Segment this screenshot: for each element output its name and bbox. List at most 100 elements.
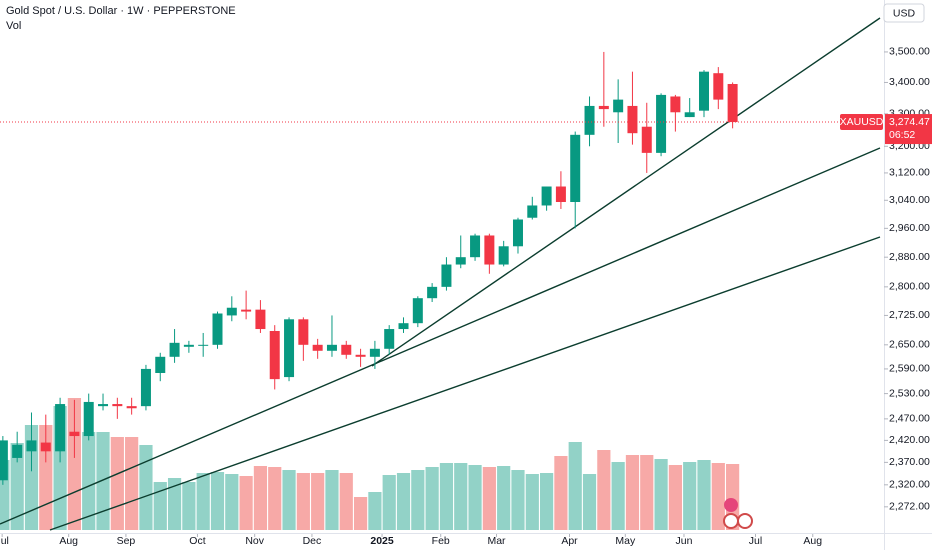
candle-body (613, 99, 624, 113)
x-tick-label: Mar (487, 535, 506, 547)
volume-bar (482, 467, 496, 530)
volume-bar (196, 473, 210, 530)
y-tick-label: 2,960.00 (889, 222, 930, 234)
x-tick-label: Dec (303, 535, 322, 547)
chart-title: Gold Spot / U.S. Dollar · 1W · PEPPERSTO… (6, 5, 236, 17)
volume-bar (497, 466, 511, 530)
countdown-label: 06:52 (889, 129, 915, 141)
candle-body (83, 401, 94, 437)
volume-bar (325, 470, 339, 530)
volume-label: Vol (6, 20, 21, 32)
volume-bar (0, 460, 10, 530)
volume-bar (96, 432, 110, 530)
volume-bar (139, 445, 153, 530)
candle-body (699, 71, 709, 111)
candle-body (69, 431, 80, 437)
candle-body (455, 257, 466, 265)
volume-bar (683, 462, 697, 530)
candle-body (484, 235, 495, 265)
volume-bar (439, 463, 454, 530)
volume-bar (411, 470, 425, 530)
candle-body (498, 246, 509, 265)
candle-body (198, 344, 209, 346)
y-tick-label: 2,530.00 (889, 387, 930, 399)
candle-body (341, 344, 352, 355)
volume-bar (582, 474, 597, 530)
candle-body (284, 319, 295, 378)
volume-bar (353, 497, 368, 530)
candle-body (169, 342, 180, 357)
x-tick-label: Aug (59, 535, 78, 547)
candle-body (12, 444, 23, 458)
x-tick-label: Oct (189, 535, 205, 547)
event-icon (724, 498, 738, 512)
volume-bar (511, 470, 525, 530)
volume-bar (468, 465, 482, 530)
candle-body (527, 205, 538, 218)
volume-bar (239, 476, 253, 530)
x-tick-label: 2025 (370, 535, 394, 547)
y-tick-label: 2,650.00 (889, 339, 930, 351)
volume-bar (568, 442, 582, 530)
candle-body (684, 112, 695, 118)
candle-body (355, 354, 366, 357)
trend-lines (0, 17, 881, 531)
candle-body (0, 440, 8, 481)
y-tick-label: 2,320.00 (889, 479, 930, 491)
axes: 3,500.003,400.003,300.003,200.003,120.00… (0, 46, 932, 547)
y-tick-label: 2,470.00 (889, 413, 930, 425)
candle-body (255, 309, 266, 330)
volume-bar (611, 462, 625, 530)
volume-bar (296, 473, 310, 530)
candle-body (441, 264, 452, 287)
trend-line (0, 147, 881, 525)
candle-body (140, 368, 151, 407)
volume-bar (454, 463, 468, 530)
candle-body (656, 94, 667, 153)
event-icons (723, 498, 753, 529)
currency-box[interactable] (883, 3, 925, 23)
volume-bar (225, 474, 239, 530)
volume-bar (210, 472, 225, 530)
candle-body (98, 404, 109, 407)
candle-body (55, 404, 66, 452)
volume-bar (167, 478, 182, 530)
volume-bar (110, 437, 124, 530)
x-tick-label: May (615, 535, 636, 547)
volume-bar (396, 473, 411, 530)
candle-body (427, 286, 438, 299)
volume-bar (425, 467, 439, 530)
currency-label[interactable]: USD (893, 7, 916, 19)
candle-body (269, 330, 280, 380)
candle-body (112, 404, 123, 407)
x-tick-label: Aug (803, 535, 822, 547)
volume-bar (182, 482, 196, 530)
candle-body (670, 96, 681, 113)
candle-body (40, 442, 51, 452)
symbol-tag (840, 114, 883, 131)
candle-body (412, 298, 423, 324)
x-tick-label: Sep (117, 535, 136, 547)
volume-bar (368, 492, 382, 530)
trend-line (371, 17, 881, 367)
volume-bar (311, 473, 325, 530)
x-tick-label: Apr (561, 535, 578, 547)
trend-line (49, 236, 881, 531)
candle-body (241, 309, 252, 312)
y-tick-label: 2,880.00 (889, 251, 930, 263)
candle-body (727, 84, 738, 123)
candle-body (298, 319, 309, 345)
price-label: 3,274.47 (889, 116, 930, 128)
candle-body (183, 344, 194, 347)
candle-body (541, 186, 552, 206)
volume-bar (625, 455, 640, 530)
price-tag (885, 114, 932, 145)
candle-body (555, 186, 566, 203)
candle-body (312, 344, 323, 351)
x-tick-label: Nov (245, 535, 264, 547)
volume-bar (282, 470, 296, 530)
candle-body (369, 348, 380, 357)
y-tick-label: 2,272.00 (889, 501, 930, 513)
volume-layer (0, 398, 740, 530)
